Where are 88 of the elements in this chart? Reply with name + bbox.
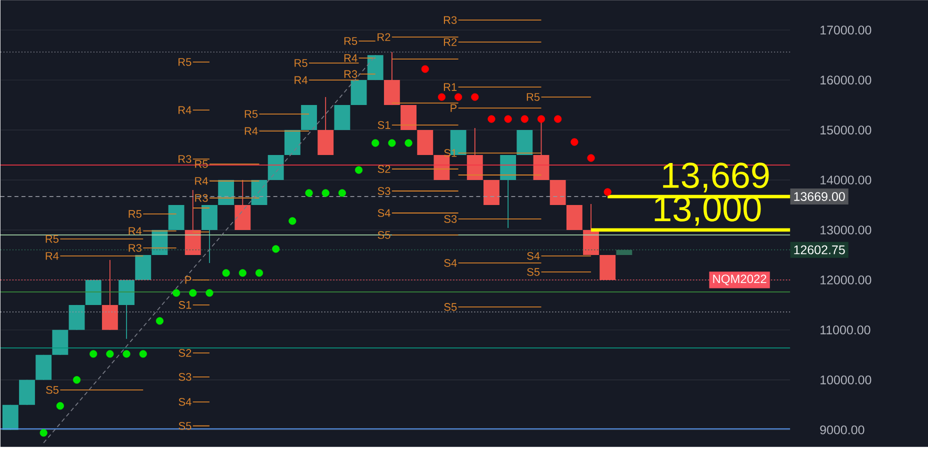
point <box>122 350 130 358</box>
y-tick-label: 11000.00 <box>820 326 870 334</box>
y-tick-label: 15000.00 <box>820 126 872 135</box>
series-label: R2 <box>378 33 390 42</box>
point <box>322 189 330 197</box>
point <box>604 188 612 196</box>
series-label: S3 <box>378 187 390 196</box>
y-tick-label: 13000.00 <box>820 226 872 235</box>
series-label: R4 <box>294 76 308 84</box>
series-label: S5 <box>527 268 540 276</box>
point <box>520 115 528 123</box>
ref-line-label: 12602.75 <box>794 246 845 254</box>
series-label: P <box>450 104 457 112</box>
point <box>471 93 479 101</box>
point <box>255 269 264 277</box>
point <box>40 429 48 437</box>
point <box>372 139 380 147</box>
point <box>272 245 280 253</box>
point <box>570 138 578 146</box>
series-label: R3 <box>195 194 208 202</box>
series-label: S1 <box>378 121 390 130</box>
point <box>454 93 462 101</box>
series-label: S5 <box>46 386 59 394</box>
series-label: R5 <box>526 93 540 102</box>
series-label: R4 <box>46 252 59 260</box>
series-label: R3 <box>178 155 192 164</box>
point <box>338 189 346 197</box>
point <box>554 115 562 123</box>
series-label: S3 <box>444 215 457 224</box>
series-label: 13,669 <box>663 162 769 192</box>
series-label: S4 <box>527 252 540 260</box>
series-label: R3 <box>128 244 142 252</box>
point <box>354 166 363 174</box>
series-label: S1 <box>178 301 192 309</box>
series-label: R4 <box>128 227 142 235</box>
series-label: R1 <box>444 83 457 91</box>
series-label: S2 <box>378 165 390 174</box>
point <box>404 139 412 147</box>
series-label: S1 <box>444 149 457 158</box>
point <box>238 269 246 277</box>
point <box>222 269 230 277</box>
y-tick-label: 10000.00 <box>820 376 872 384</box>
point <box>156 317 164 325</box>
point <box>388 139 396 147</box>
series-label: S3 <box>178 373 192 381</box>
point <box>56 402 64 410</box>
series-label: R4 <box>178 106 192 114</box>
series-label: R5 <box>294 59 308 68</box>
point <box>438 93 446 101</box>
series-label: R4 <box>195 177 208 185</box>
point <box>206 289 214 297</box>
y-tick-label: 17000.00 <box>820 26 872 35</box>
point <box>172 289 180 297</box>
series-label: S5 <box>178 422 192 430</box>
series-label: S2 <box>178 349 192 357</box>
series-label: R4 <box>244 127 258 135</box>
point <box>189 289 197 297</box>
point <box>488 115 496 123</box>
point <box>288 217 296 225</box>
series-label: R5 <box>46 235 59 243</box>
series-label: S5 <box>444 303 457 311</box>
point <box>587 154 595 162</box>
series-label: R5 <box>178 58 192 66</box>
y-tick-label: 9000.00 <box>820 426 864 434</box>
series-label: S4 <box>444 259 457 267</box>
y-tick-label: 14000.00 <box>820 176 872 185</box>
point <box>305 189 313 197</box>
y-tick-label: 16000.00 <box>820 76 872 85</box>
series-label: P <box>185 276 192 284</box>
point <box>139 350 147 358</box>
series-label: R3 <box>344 70 358 78</box>
ref-line-label: NQM2022 <box>713 274 766 286</box>
point <box>504 115 512 123</box>
point <box>106 350 114 358</box>
point <box>90 350 98 358</box>
ref-line-label: 13669.00 <box>794 192 845 202</box>
series-label: R5 <box>344 37 358 46</box>
point <box>421 65 429 73</box>
point <box>537 115 546 123</box>
series-label: S4 <box>178 398 192 406</box>
series-label: R3 <box>444 16 457 24</box>
series-label: S4 <box>378 209 390 218</box>
series-label: R5 <box>244 110 258 118</box>
point <box>72 376 81 384</box>
series-label: R5 <box>128 210 142 218</box>
y-tick-label: 12000.00 <box>820 276 872 285</box>
series-label: R2 <box>444 38 457 46</box>
series-label: R4 <box>344 54 358 62</box>
